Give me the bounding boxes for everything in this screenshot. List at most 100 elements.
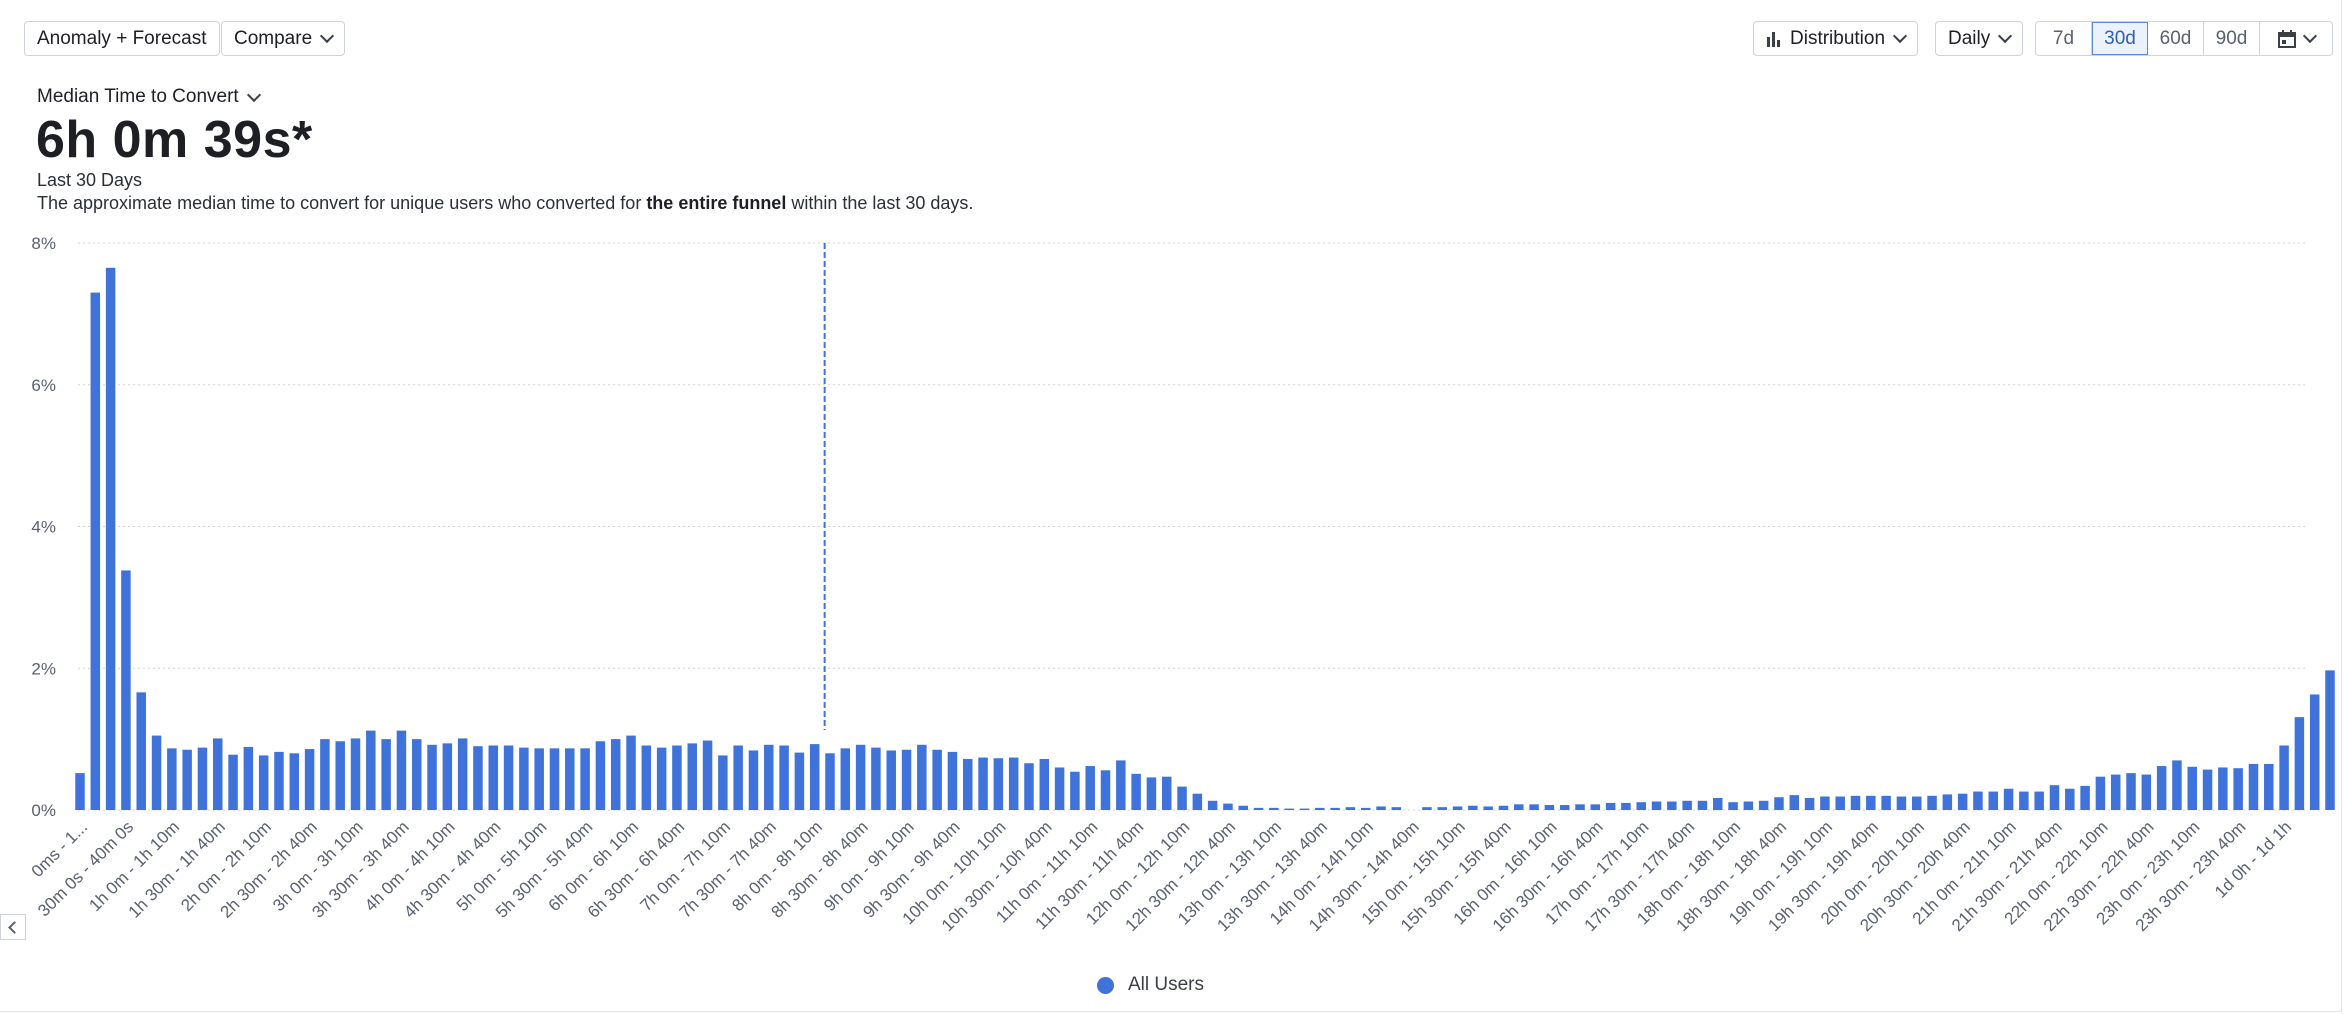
bar [1253, 807, 1264, 810]
bar [1146, 777, 1157, 810]
range-60d[interactable]: 60d [2148, 22, 2204, 55]
bar [2080, 785, 2090, 810]
bar [2049, 785, 2060, 810]
bar-chart-icon [1767, 31, 1780, 47]
bar [1957, 793, 1968, 810]
bar [1575, 804, 1585, 810]
bar [1881, 795, 1891, 810]
y-tick-label: 4% [31, 518, 56, 537]
bar [381, 739, 391, 811]
bar [1008, 757, 1019, 810]
bar [1927, 795, 1937, 810]
bar [1483, 806, 1493, 810]
calendar-icon [2278, 29, 2296, 48]
bar [1682, 800, 1692, 810]
bar [1177, 786, 1187, 810]
bar [151, 735, 162, 810]
bar [733, 745, 743, 810]
range-30d[interactable]: 30d [2092, 22, 2148, 55]
chevron-down-icon [320, 28, 335, 44]
bar [794, 752, 805, 810]
interval-dropdown[interactable]: Daily [1935, 21, 2024, 56]
legend-swatch [1097, 976, 1114, 994]
metric-selector-label: Median Time to Convert [37, 86, 239, 107]
bar [1452, 806, 1463, 810]
bar [565, 748, 575, 810]
bar [1161, 776, 1172, 810]
bar [2110, 774, 2121, 810]
bar [978, 757, 988, 810]
bar [595, 741, 606, 810]
bar [718, 755, 728, 810]
bar [2095, 776, 2106, 810]
range-7d[interactable]: 7d [2036, 22, 2092, 55]
bar [932, 749, 942, 810]
bar [1942, 794, 1953, 810]
bar [1514, 804, 1524, 810]
bar [917, 744, 927, 810]
bar [993, 758, 1004, 810]
date-picker-button[interactable] [2260, 22, 2332, 55]
bar [121, 570, 131, 810]
description-bold: the entire funnel [646, 193, 787, 213]
bar [549, 748, 560, 810]
bar [779, 745, 789, 810]
bar [503, 745, 514, 810]
bar [2218, 767, 2228, 810]
bar [1697, 800, 1708, 810]
bar [702, 740, 713, 810]
bar [855, 744, 866, 810]
legend[interactable]: All Users [1097, 974, 1204, 996]
compare-button[interactable]: Compare [221, 21, 346, 56]
y-tick-label: 6% [31, 376, 56, 395]
bar [1667, 801, 1677, 810]
y-tick-label: 2% [31, 659, 56, 678]
y-tick-label: 8% [31, 234, 56, 253]
bar [1529, 804, 1539, 810]
bar [519, 747, 529, 810]
collapse-button[interactable] [0, 914, 26, 940]
bar [1866, 795, 1876, 810]
bar [2156, 766, 2167, 810]
bar [197, 747, 208, 810]
description-text-end: within the last 30 days. [786, 193, 974, 213]
bar [672, 745, 682, 810]
distribution-dropdown[interactable]: Distribution [1753, 21, 1919, 56]
bar [1376, 806, 1386, 810]
bar [871, 747, 881, 810]
bar [1911, 796, 1922, 810]
bar [2126, 773, 2136, 810]
bar [1207, 800, 1218, 810]
bar [2294, 717, 2305, 810]
bar [886, 750, 896, 810]
bar [1116, 760, 1126, 810]
bar [626, 735, 636, 810]
bar [396, 730, 407, 810]
bar [1728, 802, 1738, 810]
metric-description: The approximate median time to convert f… [37, 193, 973, 214]
bar [274, 751, 284, 810]
bar [656, 747, 667, 810]
anomaly-forecast-button[interactable]: Anomaly + Forecast [24, 21, 220, 56]
bar [289, 753, 300, 810]
bar [457, 738, 468, 810]
bar [1590, 804, 1601, 810]
metric-selector[interactable]: Median Time to Convert [37, 86, 261, 108]
range-90d[interactable]: 90d [2204, 22, 2260, 55]
metric-period: Last 30 Days [37, 170, 143, 190]
bar [1070, 771, 1080, 810]
bar [1621, 802, 1631, 810]
bar [2233, 768, 2243, 810]
bar [2141, 774, 2152, 810]
bar [2248, 763, 2259, 810]
bar [90, 292, 101, 810]
bar [1054, 767, 1065, 810]
bar [228, 754, 238, 810]
bar [901, 749, 912, 810]
bar [1713, 797, 1723, 810]
description-text: The approximate median time to convert f… [37, 193, 647, 213]
bar [335, 741, 345, 810]
bar [840, 748, 851, 810]
